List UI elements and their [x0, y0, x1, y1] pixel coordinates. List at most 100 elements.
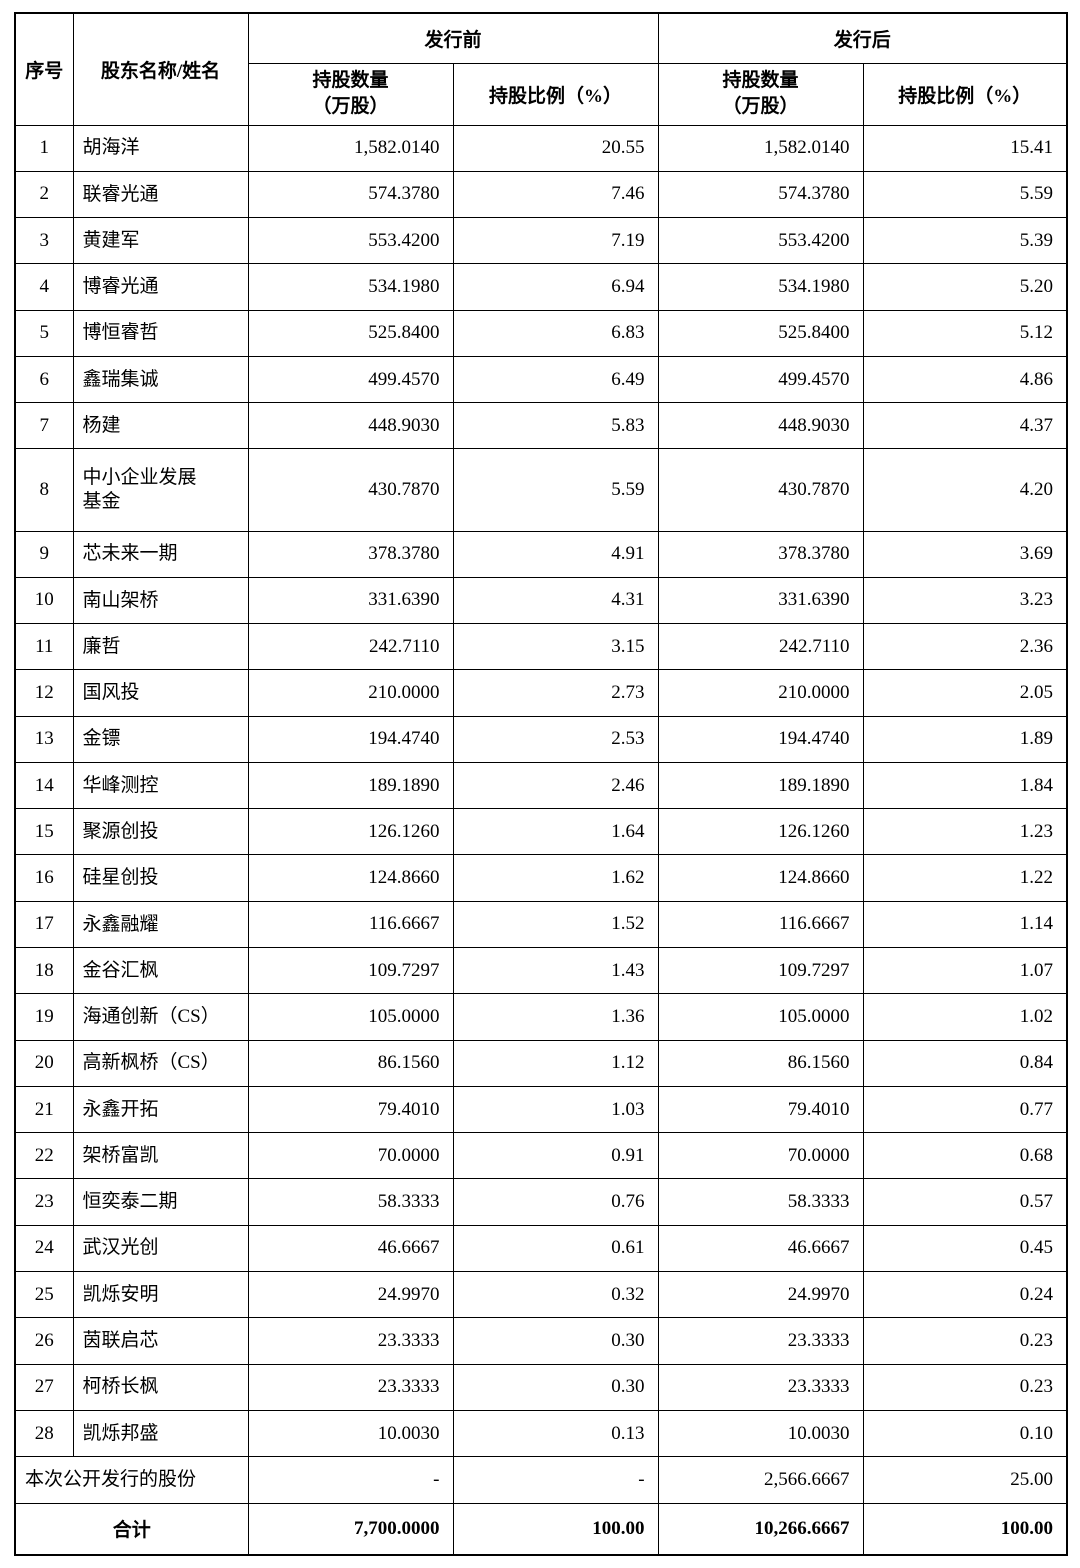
pre-pct: 0.30 [452, 1363, 659, 1411]
shareholder-name: 柯桥长枫 [72, 1363, 249, 1411]
pre-shares: 534.1980 [247, 263, 454, 311]
post-pct: 1.84 [862, 761, 1068, 810]
shareholder-name: 架桥富凯 [72, 1132, 249, 1180]
pre-shares: 242.7110 [247, 623, 454, 671]
post-pct: 1.07 [862, 947, 1068, 995]
pre-shares: 86.1560 [247, 1039, 454, 1087]
pre-shares: 448.9030 [247, 402, 454, 450]
shareholder-name: 聚源创投 [72, 808, 249, 856]
table-row: 13 金镖 194.4740 2.53 194.4740 1.89 [14, 715, 1068, 763]
pre-pct: 7.46 [452, 170, 659, 219]
pre-pct: 5.83 [452, 402, 659, 450]
post-shares: 10.0030 [657, 1409, 864, 1458]
post-pct: 1.89 [862, 715, 1068, 763]
post-shares: 46.6667 [657, 1224, 864, 1273]
shareholder-name: 杨建 [72, 402, 249, 450]
table-row: 21 永鑫开拓 79.4010 1.03 79.4010 0.77 [14, 1085, 1068, 1134]
row-index: 3 [14, 217, 74, 265]
table-row: 5 博恒睿哲 525.8400 6.83 525.8400 5.12 [14, 309, 1068, 357]
post-shares: 553.4200 [657, 217, 864, 265]
pre-shares: 23.3333 [247, 1363, 454, 1411]
table-row: 6 鑫瑞集诚 499.4570 6.49 499.4570 4.86 [14, 355, 1068, 404]
header-group-row: 序号 股东名称/姓名 发行前 发行后 [14, 12, 1068, 126]
table-row: 8 中小企业发展 基金 430.7870 5.59 430.7870 4.20 [14, 448, 1068, 532]
header-post-shares-line2: （万股） [722, 96, 799, 117]
table-row: 10 南山架桥 331.6390 4.31 331.6390 3.23 [14, 576, 1068, 625]
total-pre-shares: 7,700.0000 [247, 1502, 454, 1556]
total-pre-pct: 100.00 [452, 1502, 659, 1556]
shareholder-name: 廉哲 [72, 623, 249, 671]
row-index: 7 [14, 402, 74, 450]
post-shares: 126.1260 [657, 808, 864, 856]
post-shares: 58.3333 [657, 1178, 864, 1226]
shareholder-name: 永鑫开拓 [72, 1085, 249, 1134]
pre-pct: 6.83 [452, 309, 659, 357]
total-post-pct: 100.00 [862, 1502, 1068, 1556]
post-pct: 0.10 [862, 1409, 1068, 1458]
shareholder-name: 胡海洋 [72, 124, 249, 172]
pre-shares: 105.0000 [247, 993, 454, 1041]
header-pre-shares-line1: 持股数量 [312, 70, 389, 92]
pre-pct: 4.31 [452, 576, 659, 625]
pre-shares: 194.4740 [247, 715, 454, 763]
shareholder-name: 凯烁安明 [72, 1270, 249, 1319]
row-index: 8 [14, 448, 74, 532]
header-post-shares: 持股数量 （万股） [657, 62, 864, 126]
row-index: 25 [14, 1270, 74, 1319]
header-columns-row: 持股数量 （万股） 持股比例（%） 持股数量 （万股） 持股比例（%） [15, 62, 1068, 126]
pre-pct: 1.36 [452, 993, 659, 1041]
pre-pct: 0.91 [452, 1132, 659, 1180]
shareholder-name: 硅星创投 [72, 854, 249, 902]
table-row: 27 柯桥长枫 23.3333 0.30 23.3333 0.23 [14, 1363, 1068, 1411]
table-header: 序号 股东名称/姓名 发行前 发行后 持股数量 （万股） 持股比例（%） 持股数… [14, 12, 1068, 126]
pre-pct: 0.13 [452, 1409, 659, 1458]
table-row: 18 金谷汇枫 109.7297 1.43 109.7297 1.07 [14, 947, 1068, 995]
offering-label: 本次公开发行的股份 [14, 1456, 249, 1504]
post-pct: 1.02 [862, 993, 1068, 1041]
post-shares: 499.4570 [657, 355, 864, 404]
shareholder-name: 鑫瑞集诚 [72, 355, 249, 404]
post-shares: 70.0000 [657, 1132, 864, 1180]
post-pct: 1.22 [862, 854, 1068, 902]
pre-shares: 109.7297 [247, 947, 454, 995]
post-pct: 0.84 [862, 1039, 1068, 1087]
post-shares: 448.9030 [657, 402, 864, 450]
post-pct: 1.14 [862, 900, 1068, 949]
row-index: 5 [14, 309, 74, 357]
table-row: 4 博睿光通 534.1980 6.94 534.1980 5.20 [14, 263, 1068, 311]
post-shares: 378.3780 [657, 530, 864, 578]
pre-shares: 124.8660 [247, 854, 454, 902]
total-label: 合计 [14, 1502, 249, 1556]
header-index: 序号 [14, 12, 74, 126]
table-row: 28 凯烁邦盛 10.0030 0.13 10.0030 0.10 [14, 1409, 1068, 1458]
pre-pct: 2.46 [452, 761, 659, 810]
post-pct: 15.41 [862, 124, 1068, 172]
post-shares: 116.6667 [657, 900, 864, 949]
pre-shares: 58.3333 [247, 1178, 454, 1226]
post-pct: 4.20 [862, 448, 1068, 532]
table-row: 7 杨建 448.9030 5.83 448.9030 4.37 [14, 402, 1068, 450]
header-pre-shares-line2: （万股） [312, 96, 389, 117]
pre-shares: 79.4010 [247, 1085, 454, 1134]
pre-shares: 1,582.0140 [247, 124, 454, 172]
shareholder-name: 南山架桥 [72, 576, 249, 625]
table-row: 23 恒奕泰二期 58.3333 0.76 58.3333 0.57 [14, 1178, 1068, 1226]
shareholder-name: 中小企业发展 基金 [72, 448, 249, 532]
pre-pct: 7.19 [452, 217, 659, 265]
post-pct: 0.77 [862, 1085, 1068, 1134]
row-index: 27 [14, 1363, 74, 1411]
post-shares: 86.1560 [657, 1039, 864, 1087]
row-index: 13 [14, 715, 74, 763]
table-row: 20 高新枫桥（CS） 86.1560 1.12 86.1560 0.84 [14, 1039, 1068, 1087]
pre-pct: 0.32 [452, 1270, 659, 1319]
row-index: 18 [14, 947, 74, 995]
row-index: 17 [14, 900, 74, 949]
pre-shares: 46.6667 [247, 1224, 454, 1273]
offering-pre-pct: - [452, 1456, 659, 1504]
pre-shares: 24.9970 [247, 1270, 454, 1319]
table-row: 25 凯烁安明 24.9970 0.32 24.9970 0.24 [14, 1270, 1068, 1319]
pre-shares: 126.1260 [247, 808, 454, 856]
table-row: 1 胡海洋 1,582.0140 20.55 1,582.0140 15.41 [14, 124, 1068, 172]
pre-pct: 1.43 [452, 947, 659, 995]
